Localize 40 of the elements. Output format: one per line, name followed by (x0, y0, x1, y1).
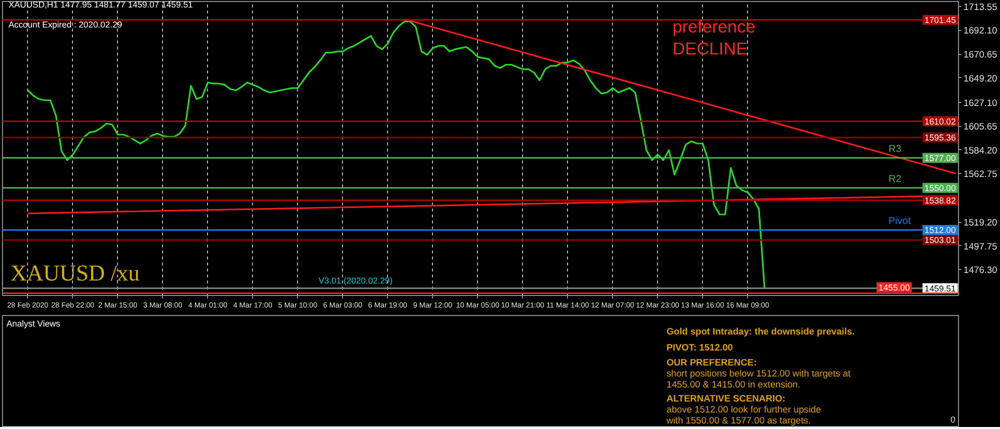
y-tick-label: 1670.65 (964, 50, 998, 60)
text: 0 (950, 414, 956, 424)
text: PIVOT: 1512.00 (666, 342, 733, 352)
y-tick-label: 1584.20 (964, 145, 998, 156)
annotation: XAUUSD /xu (10, 260, 140, 286)
y-tick-label: 1562.75 (964, 169, 998, 180)
text: OUR PREFERENCE: (666, 358, 757, 368)
y-tick-label: 1476.30 (964, 265, 998, 276)
y-tick-label: 1519.20 (964, 218, 998, 228)
text: with 1550.00 & 1577.00 as targets. (666, 416, 811, 426)
y-tick-label: 1627.10 (964, 98, 998, 108)
annotation: Pivot (888, 216, 911, 228)
text: short positions below 1512.00 with targets at (666, 368, 851, 378)
ref-line-label: 1577.00 (924, 152, 956, 163)
text: Analyst Views (6, 318, 61, 328)
y-tick-label: 1692.10 (964, 26, 998, 36)
text: Gold spot Intraday: the downside prevails. (666, 326, 855, 336)
y-tick-label: 1497.75 (964, 241, 998, 252)
annotation: preference (672, 16, 756, 36)
ref-line-label: 1701.45 (924, 14, 956, 25)
y-tick-label: 1649.20 (964, 73, 998, 84)
y-tick-label: 1713.55 (964, 2, 998, 12)
annotation: R2 (888, 174, 902, 185)
annotation: DECLINE (672, 38, 748, 58)
ref-line-label: 1550.00 (924, 182, 956, 193)
ref-line-label: 1538.82 (924, 195, 956, 206)
annotation: R3 (888, 144, 902, 155)
ref-line-label: 1610.02 (924, 116, 956, 126)
ref-line-label: 1455.00 (878, 282, 910, 292)
ref-line-label: 1503.01 (924, 235, 956, 246)
ref-line-label: 1512.00 (924, 225, 956, 236)
ref-line-label: 1459.51 (924, 283, 956, 294)
text: 1455.00 & 1415.00 in extension. (666, 380, 800, 390)
chart-title: XAUUSD,H1 1477.95 1481.77 1459.07 1459.51 (8, 0, 194, 10)
text: Account Expired : 2020.02.29 (8, 20, 122, 30)
annotation: V3.01 (2020.02.29) (318, 276, 393, 286)
ref-line-label: 1595.36 (924, 132, 956, 143)
text: ALTERNATIVE SCENARIO: (666, 394, 786, 404)
y-tick-label: 1605.65 (964, 122, 998, 132)
text: above 1512.00 look for further upside (666, 404, 822, 414)
